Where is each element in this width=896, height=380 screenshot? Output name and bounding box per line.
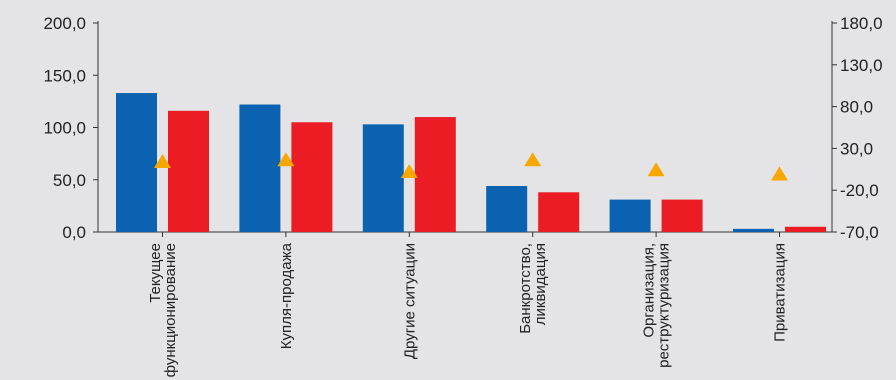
x-category-label: Купля-продажа (278, 242, 295, 349)
y-right-tick-label: 80,0 (840, 98, 873, 117)
x-category-label: Другие ситуации (401, 243, 418, 359)
bar-blue (362, 124, 404, 232)
x-category-label: функционирование (162, 243, 179, 377)
triangle-marker (400, 163, 418, 178)
bar-red (785, 226, 826, 232)
bar-red (661, 199, 703, 232)
x-category-label: ликвидация (532, 243, 549, 325)
x-category-label: Организация, (641, 243, 658, 338)
x-category-label: Приватизация (772, 243, 789, 342)
y-right-tick-label: 180,0 (840, 14, 883, 33)
bar-red (291, 122, 333, 232)
triangle-marker (524, 152, 542, 167)
bar-blue (609, 199, 651, 232)
y-left-tick-label: 50,0 (53, 171, 86, 190)
y-right-tick-label: 130,0 (840, 56, 883, 75)
bar-red (168, 110, 209, 232)
triangle-marker (154, 153, 171, 168)
y-right-tick-label: -70,0 (840, 223, 879, 242)
x-category-label: реструктуризация (656, 243, 673, 368)
bar-blue (733, 228, 774, 232)
bar-blue (116, 93, 157, 232)
triangle-marker (647, 162, 665, 177)
y-right-tick-label: -20,0 (840, 181, 879, 200)
y-left-tick-label: 0,0 (62, 223, 86, 242)
triangle-marker (771, 166, 788, 181)
x-category-label: Банкротство, (517, 243, 534, 334)
bar-blue (486, 186, 528, 232)
bar-red (538, 192, 580, 232)
bar-red (414, 117, 456, 232)
triangle-marker (277, 152, 295, 167)
y-right-tick-label: 30,0 (840, 139, 873, 158)
bar-blue (239, 104, 281, 232)
x-category-label: Текущее (147, 243, 164, 303)
y-left-tick-label: 100,0 (43, 119, 86, 138)
y-left-tick-label: 200,0 (43, 14, 86, 33)
y-left-tick-label: 150,0 (43, 66, 86, 85)
